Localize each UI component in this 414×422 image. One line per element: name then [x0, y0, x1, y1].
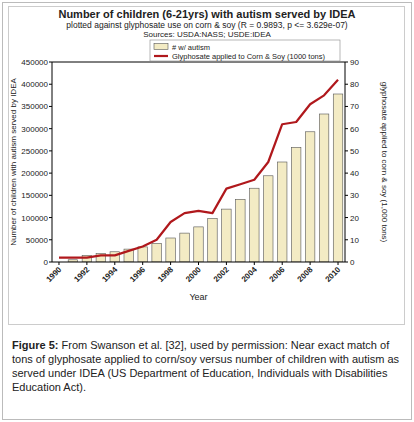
y-tick-label: 100000: [21, 214, 48, 223]
x-tick: [338, 262, 339, 265]
caption-label: Figure 5:: [12, 339, 58, 351]
x-tick: [226, 262, 227, 265]
bar: [319, 114, 328, 262]
bar: [250, 188, 259, 262]
bar: [166, 238, 175, 262]
x-tick-label: 2008: [296, 265, 315, 284]
x-tick-label: 2006: [268, 265, 287, 284]
y-tick: [49, 262, 52, 263]
caption-text: From Swanson et al. [32], used by permis…: [12, 339, 399, 393]
plot-top: [52, 62, 345, 63]
y2-tick-label: 80: [350, 80, 359, 89]
bar: [180, 233, 189, 262]
x-tick: [310, 262, 311, 265]
y2-tick-label: 40: [350, 169, 359, 178]
y-tick-label: 300000: [21, 125, 48, 134]
x-tick-label: 1998: [156, 265, 175, 284]
x-tick-label: 1992: [72, 265, 91, 284]
x-tick-label: 2000: [184, 265, 203, 284]
y2-axis: [345, 62, 346, 262]
bar: [208, 218, 217, 262]
y2-tick: [345, 195, 348, 196]
x-tick-label: 2002: [212, 265, 231, 284]
bar: [305, 132, 314, 262]
sources: Sources: USDA:NASS; USDE:IDEA: [143, 30, 271, 39]
legend-label: Glyphosate applied to Corn & Soy (1000 t…: [172, 52, 326, 61]
x-tick: [142, 262, 143, 265]
line: [59, 80, 338, 258]
caption: Figure 5: From Swanson et al. [32], used…: [12, 338, 404, 394]
bar: [194, 227, 203, 262]
x-tick-label: 2004: [240, 265, 259, 284]
y-tick: [49, 62, 52, 63]
y2-tick: [345, 262, 348, 263]
y2-tick-label: 20: [350, 214, 359, 223]
figure-border: [3, 3, 412, 420]
bar: [152, 243, 161, 262]
legend-label: # w/ autism: [172, 43, 210, 52]
bar: [264, 176, 273, 262]
bar: [291, 147, 300, 262]
bar: [222, 209, 231, 262]
y2-tick: [345, 106, 348, 107]
y-axis: [52, 62, 53, 262]
x-label: Year: [189, 292, 207, 302]
y2-tick-label: 50: [350, 147, 359, 156]
y-tick-label: 150000: [21, 191, 48, 200]
y-tick-label: 0: [44, 258, 49, 267]
y-tick: [49, 217, 52, 218]
bar: [277, 162, 286, 262]
y2-tick: [345, 217, 348, 218]
y-tick: [49, 106, 52, 107]
y-tick: [49, 173, 52, 174]
y2-tick-label: 90: [350, 58, 359, 67]
y2-label: glyphosate applied to corn & soy (1,000 …: [380, 82, 389, 243]
y-tick: [49, 150, 52, 151]
y2-tick: [345, 173, 348, 174]
y2-tick: [345, 62, 348, 63]
y-tick-label: 250000: [21, 147, 48, 156]
y2-tick-label: 30: [350, 191, 359, 200]
legend-box: [150, 40, 340, 61]
y2-tick-label: 0: [350, 258, 355, 267]
bar: [138, 247, 147, 262]
y-tick-label: 50000: [26, 236, 49, 245]
bar: [236, 199, 245, 262]
y-tick: [49, 84, 52, 85]
y-label: Number of children with autism served by…: [9, 78, 18, 246]
y2-tick-label: 60: [350, 125, 359, 134]
x-tick: [58, 262, 59, 265]
y2-tick: [345, 239, 348, 240]
y2-tick: [345, 128, 348, 129]
x-tick-label: 1990: [44, 265, 63, 284]
y2-tick-label: 70: [350, 102, 359, 111]
y-tick-label: 400000: [21, 80, 48, 89]
y2-tick: [345, 84, 348, 85]
x-tick-label: 1994: [100, 265, 119, 284]
x-tick: [254, 262, 255, 265]
x-tick-label: 1996: [128, 265, 147, 284]
x-tick: [86, 262, 87, 265]
y2-tick: [345, 150, 348, 151]
plot-marks: [59, 80, 343, 262]
subtitle: plotted against glyphosate use on corn &…: [66, 20, 348, 30]
y-tick: [49, 128, 52, 129]
y-tick-label: 200000: [21, 169, 48, 178]
x-tick: [114, 262, 115, 265]
x-tick: [170, 262, 171, 265]
bar: [333, 94, 342, 262]
y-tick-label: 450000: [21, 58, 48, 67]
y-tick-label: 350000: [21, 102, 48, 111]
x-tick-label: 2010: [323, 265, 342, 284]
x-tick: [282, 262, 283, 265]
x-tick: [198, 262, 199, 265]
legend-swatch: [154, 44, 168, 50]
legend-swatch: [154, 55, 168, 57]
y-tick: [49, 239, 52, 240]
y-tick: [49, 195, 52, 196]
chart-border: [9, 7, 405, 325]
y2-tick-label: 10: [350, 236, 359, 245]
title: Number of children (6-21yrs) with autism…: [58, 8, 355, 20]
